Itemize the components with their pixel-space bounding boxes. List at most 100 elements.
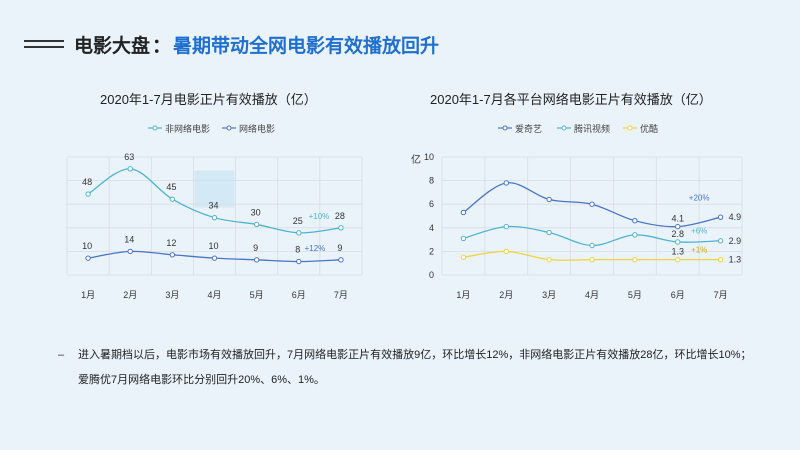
data-point: [296, 230, 302, 236]
growth-annotation: +1%: [691, 246, 707, 255]
data-point: [717, 238, 724, 244]
data-point: [211, 214, 218, 221]
data-label: 25: [293, 216, 303, 226]
chart-2-title: 2020年1-7月各平台网络电影正片有效播放（亿）: [430, 92, 712, 107]
x-tick-label: 4月: [207, 290, 221, 300]
data-point: [169, 252, 176, 258]
chart-1-title: 2020年1-7月电影正片有效播放（亿）: [100, 92, 317, 107]
data-label: 10: [208, 241, 218, 251]
data-point: [675, 256, 681, 263]
x-tick-label: 6月: [292, 290, 306, 300]
data-point: [546, 256, 552, 263]
y-tick-label: 4: [429, 223, 434, 233]
data-point: [546, 229, 552, 236]
chart-1: 非网络电影 网络电影 1月 2月 3月 4月 5月 6月 7月 48 63 45 34 30 25 28 10 1…: [66, 123, 363, 300]
data-point: [338, 225, 344, 231]
data-point: [85, 191, 91, 197]
footer-bullet: –: [58, 349, 65, 361]
chart-2: 爱奇艺 腾讯视频 优酷亿 0 2 4 6 8 10 1月 2月 3月 4月 5月 6月 7月 4.1 4.9 2.8…: [411, 123, 743, 300]
data-label: 9: [337, 243, 342, 253]
data-point: [546, 196, 552, 203]
data-label: 45: [166, 182, 176, 192]
x-tick-label: 1月: [81, 290, 95, 300]
x-tick-label: 3月: [542, 290, 556, 300]
footer-text: 进入暑期档以后，电影市场有效播放回升，7月网络电影正片有效播放9亿，环比增长12…: [78, 349, 752, 386]
data-point: [632, 218, 638, 224]
x-tick-label: 5月: [250, 290, 264, 300]
data-label: 48: [82, 177, 92, 187]
data-label: 1.3: [671, 247, 684, 257]
highlight-box: [194, 170, 235, 208]
y-tick-label: 8: [429, 176, 434, 186]
legend-marker-1: [226, 125, 232, 131]
title-decoration: [24, 40, 64, 48]
data-label: 4.9: [729, 212, 742, 222]
data-point: [169, 196, 176, 202]
data-point: [717, 214, 724, 220]
data-point: [632, 232, 638, 238]
y-tick-label: 10: [424, 152, 434, 162]
x-tick-label: 4月: [585, 290, 599, 300]
title-separator: ：: [152, 35, 172, 57]
x-tick-label: 6月: [671, 290, 685, 300]
data-point: [589, 256, 595, 263]
growth-annotation: +6%: [691, 227, 707, 236]
data-point: [211, 255, 218, 261]
legend-marker-0: [502, 125, 508, 131]
data-point: [253, 257, 260, 263]
data-point: [127, 166, 133, 172]
data-point: [460, 209, 467, 216]
x-tick-label: 3月: [165, 290, 179, 300]
legend-label-0: 非网络电影: [165, 123, 210, 134]
data-point: [460, 254, 467, 261]
legend-marker-2: [627, 125, 633, 131]
data-label: 34: [208, 201, 218, 211]
data-point: [589, 242, 595, 249]
data-label: 1.3: [729, 255, 742, 265]
legend-marker-1: [561, 125, 567, 131]
data-point: [589, 201, 595, 207]
data-point: [296, 258, 302, 265]
y-tick-label: 6: [429, 199, 434, 209]
legend-marker-0: [152, 125, 158, 131]
data-point: [675, 239, 681, 245]
data-point: [460, 235, 467, 242]
data-label: 30: [251, 207, 261, 217]
growth-annotation: +12%: [305, 244, 326, 253]
legend-label-1: 腾讯视频: [574, 123, 610, 134]
growth-annotation: +10%: [309, 212, 330, 221]
data-label: 2.9: [729, 236, 742, 246]
y-axis-label: 亿: [411, 153, 421, 166]
data-label: 12: [166, 238, 176, 248]
data-point: [338, 257, 344, 263]
page-header: 电影大盘 ： 暑期带动全网电影有效播放回升: [24, 28, 439, 60]
x-tick-label: 7月: [334, 290, 348, 300]
data-point: [85, 255, 91, 261]
data-point: [632, 256, 638, 263]
x-tick-label: 1月: [456, 290, 470, 300]
x-tick-label: 7月: [714, 290, 728, 300]
data-label: 2.8: [671, 229, 684, 239]
data-point: [717, 256, 724, 263]
data-label: 63: [124, 152, 134, 162]
legend-label-2: 优酷: [640, 123, 658, 134]
data-point: [253, 221, 260, 228]
data-point: [675, 223, 681, 230]
data-label: 10: [82, 241, 92, 251]
y-tick-label: 0: [429, 270, 434, 280]
x-tick-label: 2月: [499, 290, 513, 300]
data-label: 4.1: [671, 214, 684, 224]
data-label: 8: [295, 245, 300, 255]
page-title: 电影大盘: [74, 35, 151, 57]
data-point: [503, 180, 509, 186]
legend-label-1: 网络电影: [239, 123, 275, 134]
x-tick-label: 5月: [628, 290, 642, 300]
data-label: 28: [335, 211, 345, 221]
data-point: [503, 248, 509, 255]
data-label: 9: [253, 243, 258, 253]
data-point: [503, 223, 509, 230]
page-subtitle: 暑期带动全网电影有效播放回升: [173, 35, 440, 57]
x-tick-label: 2月: [123, 290, 137, 300]
y-tick-label: 2: [429, 246, 434, 256]
data-label: 14: [124, 234, 134, 244]
